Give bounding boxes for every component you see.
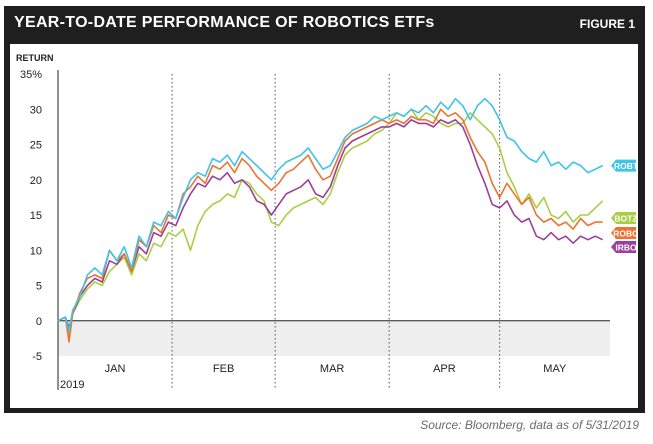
series-line-botz	[57, 108, 604, 336]
series-tag-botz: BOTZ	[611, 212, 638, 224]
tag-shape	[611, 159, 636, 172]
y-tick-label: 35%	[20, 69, 42, 81]
series-lines	[57, 97, 604, 343]
series-tag-robt: ROBT	[611, 159, 639, 172]
source-note: Source: Bloomberg, data as of 5/31/2019	[420, 418, 639, 432]
tag-shape	[611, 212, 636, 224]
x-month-labels: JAN FEB MAR APR MAY	[105, 363, 567, 375]
series-tag-irbo: IRBO	[611, 241, 637, 253]
series-line-irbo	[57, 119, 603, 329]
line-chart: RETURN -5 0 5 10 15 20 25 30 35% JAN FEB MAR APR MAY…	[16, 53, 639, 391]
chart-title: YEAR-TO-DATE PERFORMANCE OF ROBOTICS ETF…	[14, 14, 435, 31]
chart-panel: RETURN -5 0 5 10 15 20 25 30 35% JAN FEB MAR APR MAY…	[10, 44, 639, 408]
x-tick-label: JAN	[105, 363, 126, 375]
series-tag-robo: ROBO	[611, 227, 639, 239]
end-tags: ROBT BOTZ ROBO IRBO	[611, 159, 639, 253]
x-tick-label: MAY	[543, 363, 567, 375]
tag-shape	[611, 227, 636, 239]
y-tick-label: -5	[32, 351, 42, 363]
tag-label: BOTZ	[614, 214, 637, 224]
year-label: 2019	[60, 379, 84, 391]
x-tick-label: FEB	[213, 363, 234, 375]
negative-return-band	[58, 320, 610, 356]
series-line-robo	[57, 108, 603, 343]
y-tick-label: 20	[30, 175, 42, 187]
y-tick-label: 10	[30, 245, 42, 257]
x-tick-label: APR	[433, 363, 456, 375]
y-tick-label: 5	[36, 281, 42, 293]
x-tick-label: MAR	[320, 363, 345, 375]
tag-label: ROBT	[614, 161, 638, 171]
series-line-robt	[57, 97, 603, 333]
y-tick-label: 25	[30, 140, 42, 152]
y-axis-title: RETURN	[16, 53, 54, 63]
y-tick-label: 15	[30, 210, 42, 222]
tag-label: ROBO	[613, 229, 638, 239]
figure-label: FIGURE 1	[579, 17, 635, 31]
y-tick-label: 0	[36, 316, 42, 328]
y-tick-labels: -5 0 5 10 15 20 25 30 35%	[20, 69, 42, 363]
tag-shape	[611, 241, 636, 253]
y-tick-label: 30	[30, 104, 42, 116]
tag-label: IRBO	[615, 243, 637, 253]
